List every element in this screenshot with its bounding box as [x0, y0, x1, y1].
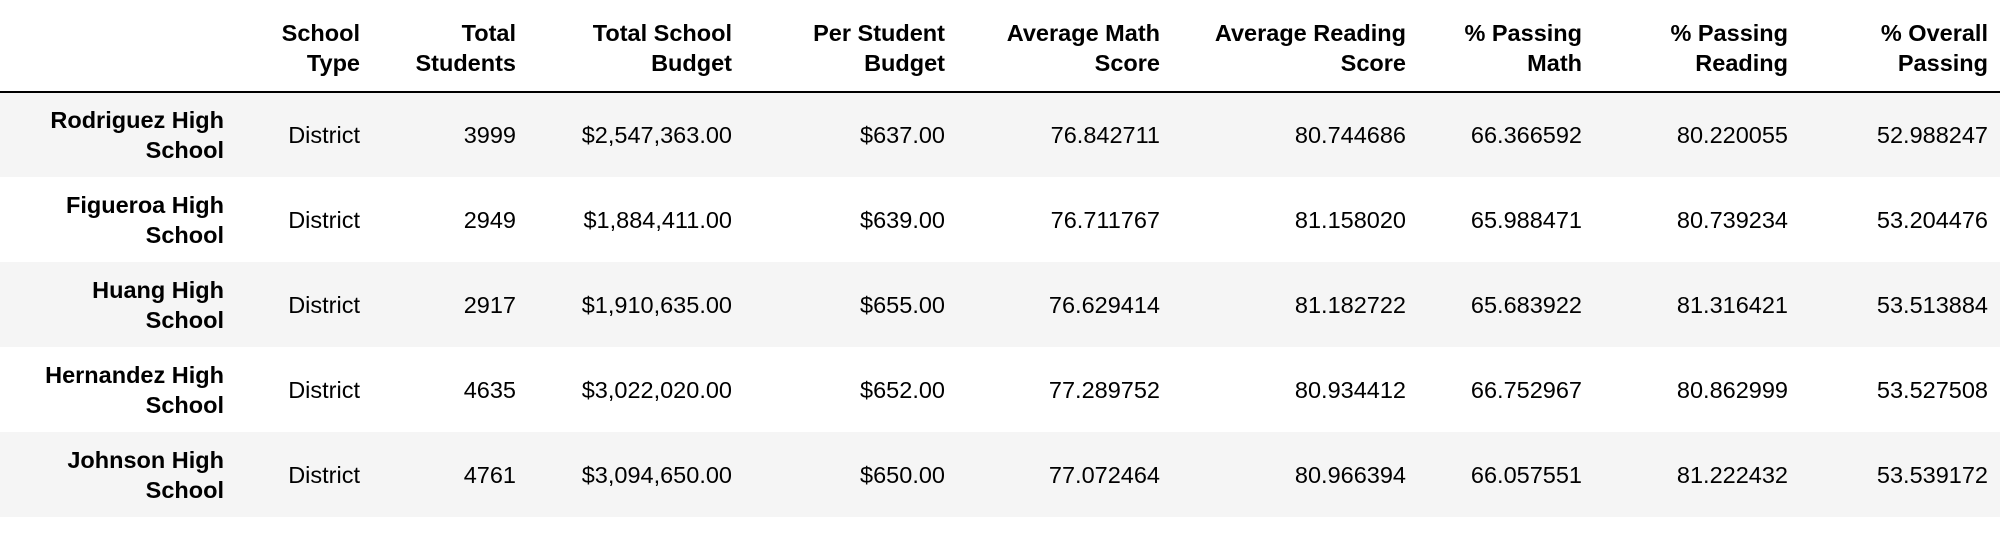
column-header-total-school-budget: Total School Budget	[528, 0, 744, 93]
column-header-overall-passing: % Overall Passing	[1800, 0, 2000, 93]
cell-total-school-budget: $2,547,363.00	[581, 122, 732, 148]
cell-passing-reading: 80.220055	[1676, 122, 1788, 148]
cell-average-reading-score: 81.182722	[1294, 291, 1406, 318]
cell-overall-passing: 53.527508	[1876, 376, 1988, 403]
row-index-label: Hernandez High School	[45, 361, 224, 418]
cell-average-math-score: 76.711767	[1050, 206, 1160, 233]
cell-passing-math: 65.988471	[1470, 206, 1582, 233]
cell-total-school-budget: $3,022,020.00	[581, 376, 732, 403]
cell-total-students: 2949	[463, 206, 516, 233]
cell-school-type: District	[288, 291, 360, 318]
table-row: Johnson High School District 4761 $3,094…	[0, 432, 2000, 517]
cell-overall-passing: 53.513884	[1876, 291, 1988, 318]
cell-passing-reading: 81.316421	[1676, 291, 1788, 318]
column-header-school-type: School Type	[236, 0, 372, 93]
column-header-average-reading-score: Average Reading Score	[1172, 0, 1418, 93]
cell-total-school-budget: $1,910,635.00	[581, 291, 732, 318]
cell-passing-reading: 81.222432	[1676, 461, 1788, 488]
table-row: Huang High School District 2917 $1,910,6…	[0, 262, 2000, 347]
cell-total-students: 3999	[463, 122, 516, 148]
cell-total-school-budget: $1,884,411.00	[583, 206, 732, 233]
cell-school-type: District	[288, 376, 360, 403]
table-body: Rodriguez High School District 3999 $2,5…	[0, 92, 2000, 517]
cell-total-students: 4761	[463, 461, 516, 488]
cell-average-reading-score: 80.966394	[1294, 461, 1406, 488]
table-row: Figueroa High School District 2949 $1,88…	[0, 177, 2000, 262]
table-row: Rodriguez High School District 3999 $2,5…	[0, 92, 2000, 177]
row-index-label: Rodriguez High School	[50, 107, 224, 163]
cell-total-students: 4635	[463, 376, 516, 403]
column-header-passing-math: % Passing Math	[1418, 0, 1594, 93]
cell-total-students: 2917	[463, 291, 516, 318]
cell-passing-math: 66.366592	[1470, 122, 1582, 148]
row-index-label: Huang High School	[92, 276, 224, 333]
index-header	[0, 0, 236, 93]
cell-per-student-budget: $655.00	[860, 291, 945, 318]
column-header-per-student-budget: Per Student Budget	[744, 0, 957, 93]
cell-school-type: District	[288, 122, 360, 148]
row-index-label: Johnson High School	[67, 446, 224, 503]
dataframe-table: School Type Total Students Total School …	[0, 0, 2000, 517]
cell-average-reading-score: 80.744686	[1294, 122, 1406, 148]
cell-average-math-score: 76.629414	[1048, 291, 1160, 318]
table-row: Hernandez High School District 4635 $3,0…	[0, 347, 2000, 432]
cell-passing-math: 66.752967	[1470, 376, 1582, 403]
column-header-average-math-score: Average Math Score	[957, 0, 1172, 93]
cell-average-math-score: 77.072464	[1048, 461, 1160, 488]
column-header-passing-reading: % Passing Reading	[1594, 0, 1800, 93]
cell-total-school-budget: $3,094,650.00	[581, 461, 732, 488]
cell-passing-math: 66.057551	[1470, 461, 1582, 488]
cell-passing-math: 65.683922	[1470, 291, 1582, 318]
cell-per-student-budget: $639.00	[860, 206, 945, 233]
header-row: School Type Total Students Total School …	[0, 0, 2000, 93]
cell-passing-reading: 80.739234	[1676, 206, 1788, 233]
cell-average-reading-score: 80.934412	[1294, 376, 1406, 403]
cell-passing-reading: 80.862999	[1676, 376, 1788, 403]
cell-school-type: District	[288, 461, 360, 488]
cell-average-math-score: 77.289752	[1048, 376, 1160, 403]
cell-average-math-score: 76.842711	[1050, 122, 1160, 148]
row-index-label: Figueroa High School	[66, 191, 224, 248]
cell-per-student-budget: $652.00	[860, 376, 945, 403]
cell-school-type: District	[288, 206, 360, 233]
cell-overall-passing: 53.539172	[1876, 461, 1988, 488]
table-header: School Type Total Students Total School …	[0, 0, 2000, 93]
cell-per-student-budget: $637.00	[860, 122, 945, 148]
cell-overall-passing: 53.204476	[1876, 206, 1988, 233]
cell-overall-passing: 52.988247	[1876, 122, 1988, 148]
column-header-total-students: Total Students	[372, 0, 528, 93]
cell-average-reading-score: 81.158020	[1294, 206, 1406, 233]
cell-per-student-budget: $650.00	[860, 461, 945, 488]
